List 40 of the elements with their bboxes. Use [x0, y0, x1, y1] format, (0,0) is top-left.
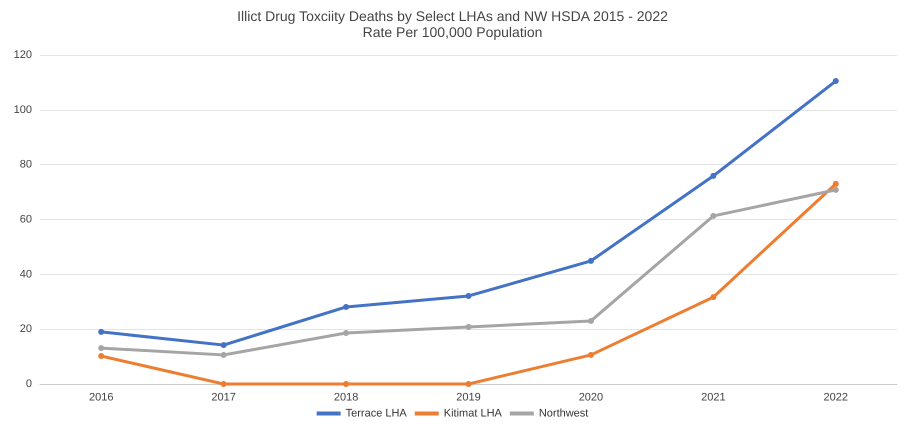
point	[98, 345, 104, 352]
point	[220, 352, 227, 358]
point	[710, 172, 716, 179]
point	[98, 353, 104, 360]
chart-title: Illict Drug Toxciity Deaths by Select LHAs and NW HSDA 2015 - 2022	[237, 8, 668, 24]
point	[588, 352, 594, 358]
legend-label: Terrace LHA	[346, 408, 408, 420]
y-tick-label: 120	[14, 49, 32, 61]
point	[466, 292, 472, 299]
point	[343, 381, 350, 387]
y-tick-label: 80	[20, 158, 32, 171]
point	[588, 258, 594, 264]
point	[220, 342, 227, 348]
point	[832, 78, 839, 84]
point	[710, 294, 716, 300]
point	[343, 330, 350, 336]
point	[710, 212, 716, 219]
point	[220, 381, 227, 387]
y-tick-label: 100	[14, 104, 32, 116]
point	[466, 381, 472, 387]
legend-label: Northwest	[538, 408, 588, 420]
point	[98, 328, 104, 335]
x-tick-label: 2018	[334, 392, 358, 404]
x-tick-label: 2020	[578, 392, 604, 404]
point	[832, 186, 839, 193]
x-tick-label: 2019	[456, 392, 481, 404]
point	[832, 180, 839, 187]
point	[588, 318, 594, 324]
x-tick-label: 2021	[701, 392, 726, 404]
y-tick-label: 60	[20, 214, 32, 226]
y-tick-label: 20	[20, 323, 32, 336]
point	[466, 324, 472, 330]
x-tick-label: 2016	[88, 392, 114, 404]
y-tick-label: 0	[26, 378, 32, 390]
x-tick-label: 2017	[211, 392, 236, 404]
point	[343, 304, 350, 310]
x-tick-label: 2022	[824, 392, 848, 404]
legend-label: Kitimat LHA	[444, 408, 503, 420]
chart-subtitle: Rate Per 100,000 Population	[362, 24, 542, 40]
y-tick-label: 40	[20, 268, 32, 280]
